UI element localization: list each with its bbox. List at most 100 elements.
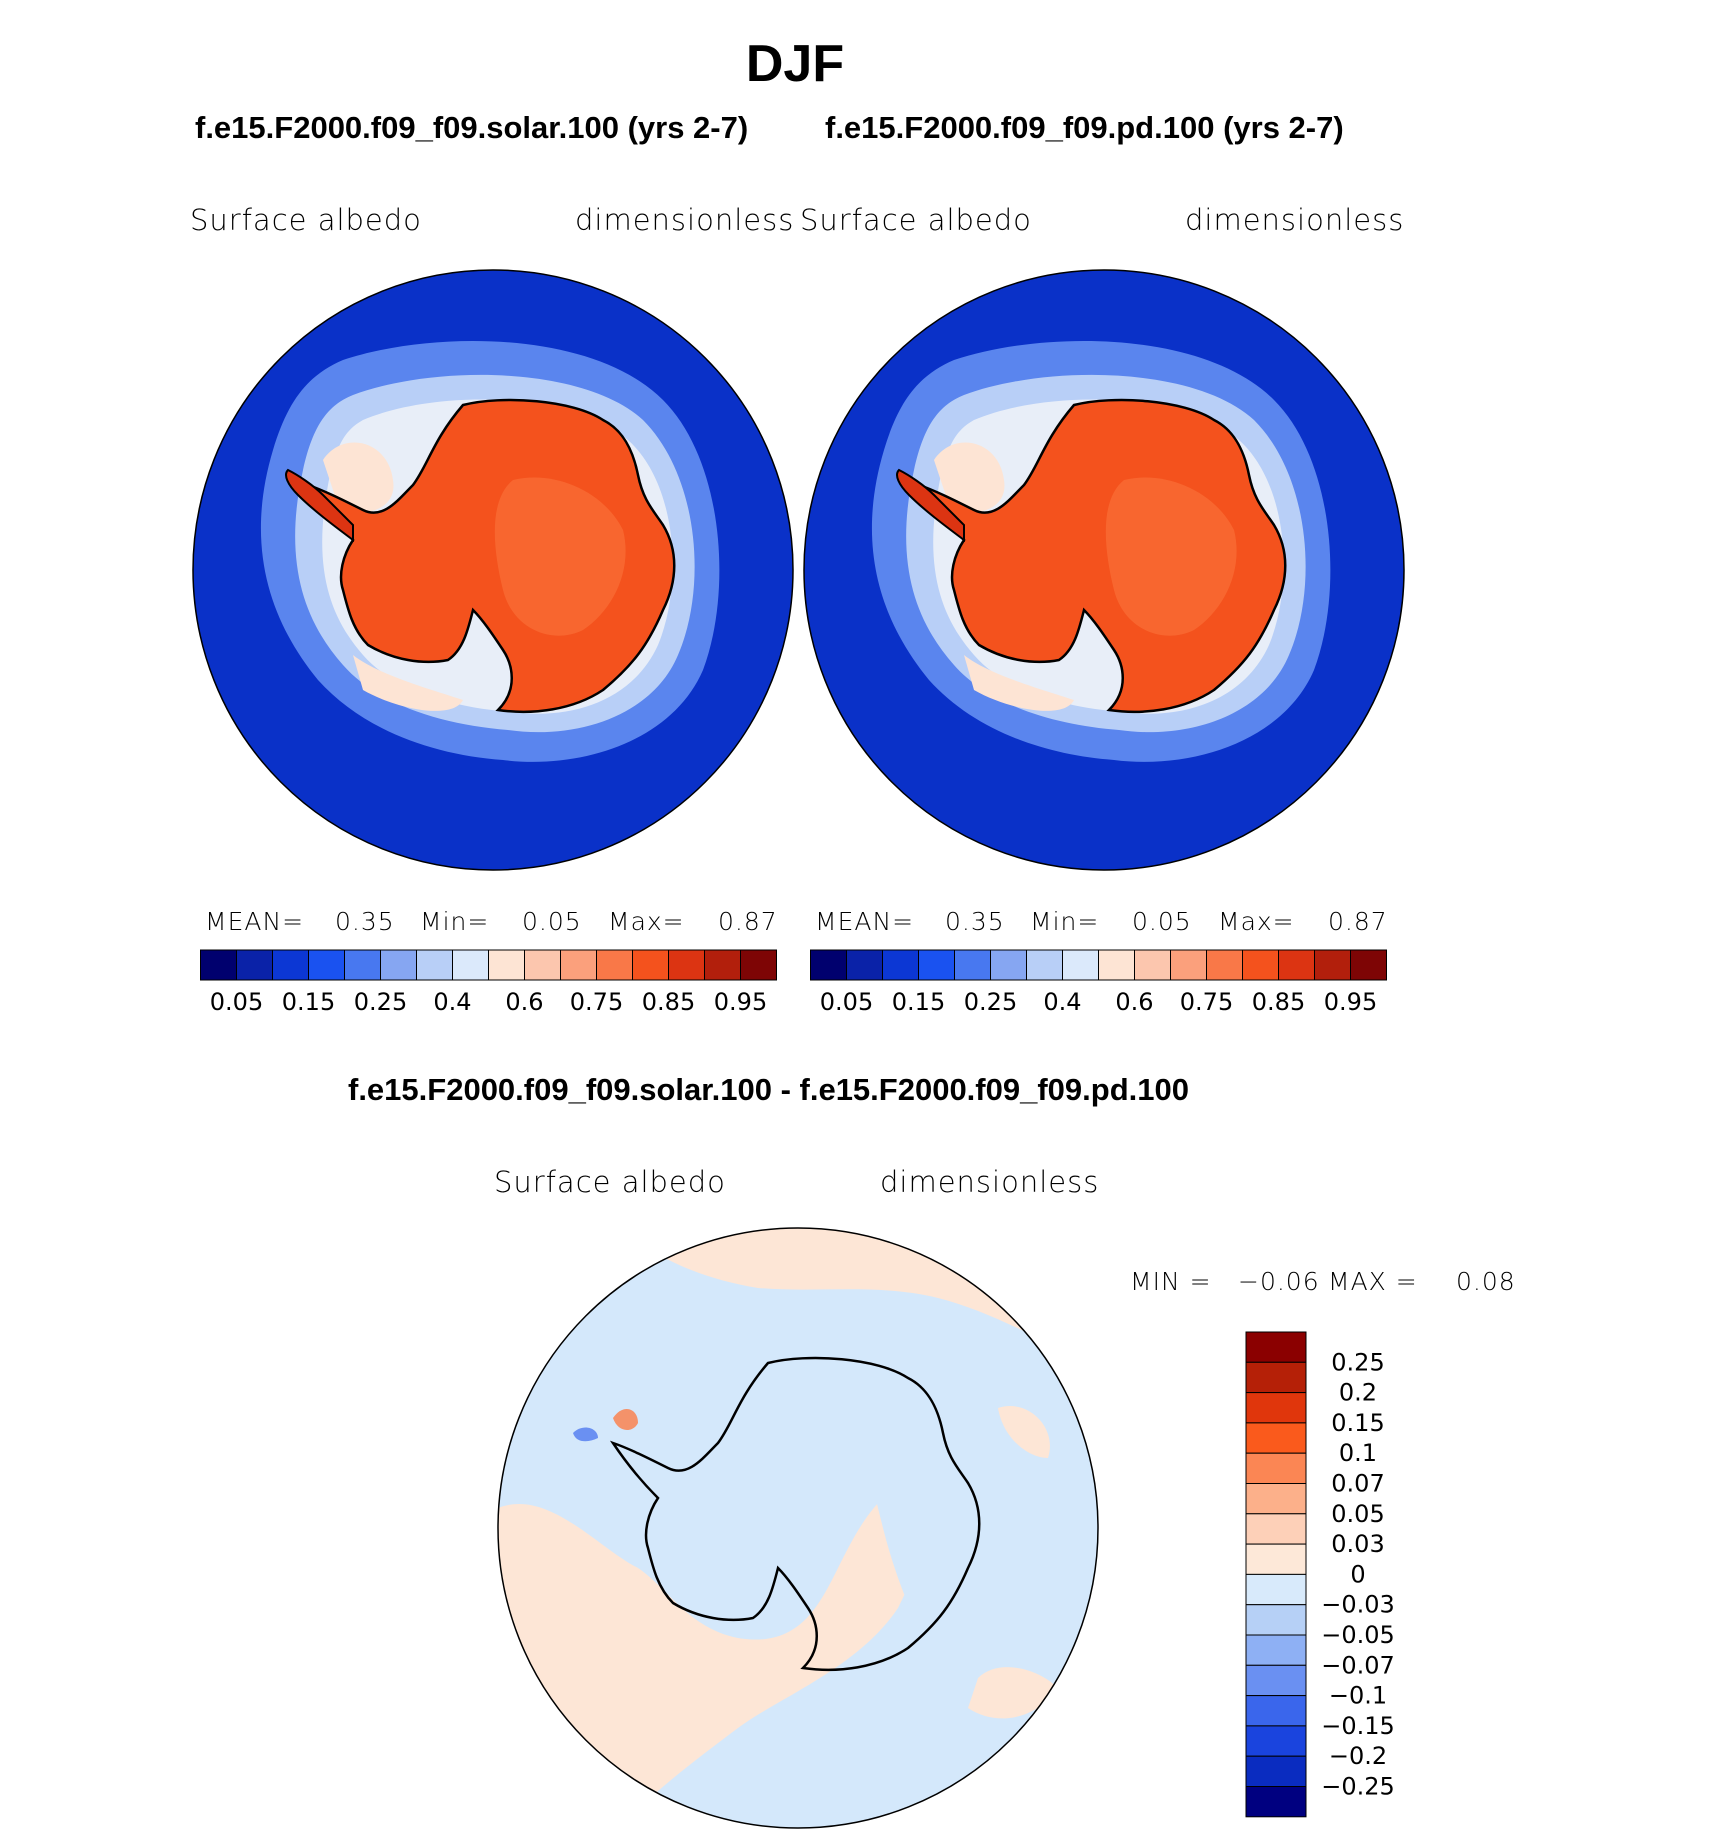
colorbar-tick-label: 0.85 [1252,988,1305,1016]
colorbar-swatch [1245,1331,1307,1363]
colorbar-diff: 0.250.20.150.10.070.050.030−0.03−0.05−0.… [1245,1331,1395,1818]
panel-1-units: dimensionless [575,203,795,237]
colorbar-tick-label: 0 [1350,1560,1365,1588]
colorbar-swatch [524,949,561,981]
colorbar-panel-2: 0.05 0.15 0.25 0.4 0.6 0.75 0.85 0.95 [810,949,1387,1016]
colorbar-swatch [1245,1604,1307,1636]
colorbar-swatch [452,949,489,981]
colorbar-tick-label: 0.25 [354,988,407,1016]
diff-max-value: 0.08 [1456,1267,1516,1296]
panel-2-max-label: Max= [1218,907,1295,936]
panel-2-variable: Surface albedo [800,203,1032,237]
colorbar-swatch [810,949,847,981]
panel-1-min-label: Min= [420,907,490,936]
colorbar-swatch [1245,1664,1307,1697]
colorbar-swatch [1245,1513,1307,1545]
colorbar-tick-label: 0.03 [1331,1530,1384,1558]
map-panel-2 [803,269,1405,871]
antarctic-peninsula [896,468,965,543]
colorbar-tick-label: −0.05 [1321,1621,1395,1649]
colorbar-swatch [1245,1695,1307,1727]
colorbar-swatch [1098,949,1135,981]
colorbar-swatch [1245,1725,1307,1757]
colorbar-swatch [1245,1361,1307,1394]
colorbar-tick-label: 0.75 [570,988,623,1016]
panel-1-max-label: Max= [608,907,685,936]
colorbar-swatch [1245,1483,1307,1515]
colorbar-tick-label: −0.25 [1321,1773,1395,1801]
page-title: DJF [745,35,845,93]
map-panel-1 [192,269,794,871]
peninsula-positive [613,1408,638,1430]
colorbar-tick-label: 0.2 [1339,1379,1377,1407]
colorbar-swatch [846,949,883,981]
colorbar-swatch [1245,1634,1307,1666]
panel-1-max-value: 0.87 [718,907,778,936]
colorbar-swatch [1170,949,1207,981]
diff-units: dimensionless [880,1165,1100,1199]
diff-max-label: MAX = [1328,1267,1418,1296]
antarctica-land [915,398,1287,714]
colorbar-tick-label: −0.15 [1321,1712,1395,1740]
colorbar-tick-label: 0.15 [1331,1409,1384,1437]
coastline [609,1356,981,1672]
colorbar-swatch [990,949,1027,981]
diff-variable: Surface albedo [494,1165,726,1199]
panel-1-mean-value: 0.35 [335,907,395,936]
colorbar-swatch [1242,949,1279,981]
colorbar-swatch [380,949,417,981]
colorbar-tick-label: 0.15 [282,988,335,1016]
colorbar-tick-label: 0.75 [1180,988,1233,1016]
colorbar-tick-label: −0.07 [1321,1651,1395,1679]
diff-min-label: MIN = [1130,1267,1212,1296]
colorbar-swatch [560,949,597,981]
diff-title: f.e15.F2000.f09_f09.solar.100 - f.e15.F2… [348,1072,1189,1107]
colorbar-tick-label: 0.05 [820,988,873,1016]
colorbar-swatch [632,949,669,981]
colorbar-swatch [1245,1422,1307,1454]
colorbar-swatch [1245,1392,1307,1424]
colorbar-tick-label: 0.6 [1115,988,1153,1016]
colorbar-swatch [1206,949,1243,981]
colorbar-swatch [882,949,919,981]
colorbar-swatch [236,949,273,981]
colorbar-tick-label: 0.25 [1331,1348,1384,1376]
colorbar-tick-label: 0.1 [1339,1439,1377,1467]
plateau-highlight [494,477,626,636]
colorbar-swatch [416,949,453,981]
panel-1-variable: Surface albedo [190,203,422,237]
plateau-highlight [1105,477,1237,636]
colorbar-swatch [1278,949,1315,981]
colorbar-swatch [1245,1755,1307,1788]
colorbar-tick-label: −0.03 [1321,1591,1395,1619]
colorbar-swatch [1026,949,1063,981]
panel-2-case-title: f.e15.F2000.f09_f09.pd.100 (yrs 2-7) [825,110,1344,145]
colorbar-swatch [344,949,381,981]
colorbar-swatch [918,949,955,981]
colorbar-tick-label: 0.6 [505,988,543,1016]
colorbar-swatch [272,949,309,981]
colorbar-swatch [200,949,237,981]
panel-2-max-value: 0.87 [1328,907,1388,936]
colorbar-tick-label: 0.25 [964,988,1017,1016]
panel-2-mean-value: 0.35 [945,907,1005,936]
colorbar-swatch [1245,1573,1307,1606]
colorbar-tick-label: 0.07 [1331,1470,1384,1498]
colorbar-swatch [704,949,741,981]
colorbar-tick-label: −0.2 [1329,1742,1387,1770]
panel-2-min-value: 0.05 [1132,907,1192,936]
colorbar-tick-label: 0.05 [210,988,263,1016]
colorbar-swatch [1314,949,1351,981]
colorbar-tick-label: −0.1 [1329,1682,1387,1710]
diff-map [497,1227,1099,1829]
panel-1-min-value: 0.05 [522,907,582,936]
antarctic-peninsula [285,468,354,543]
antarctica-land [304,398,676,714]
panel-2-min-label: Min= [1030,907,1100,936]
colorbar-swatch [954,949,991,981]
colorbar-swatch [596,949,633,981]
colorbar-tick-label: 0.15 [892,988,945,1016]
colorbar-swatch [1245,1786,1307,1818]
colorbar-tick-label: 0.4 [433,988,471,1016]
peninsula-negative [573,1427,598,1442]
